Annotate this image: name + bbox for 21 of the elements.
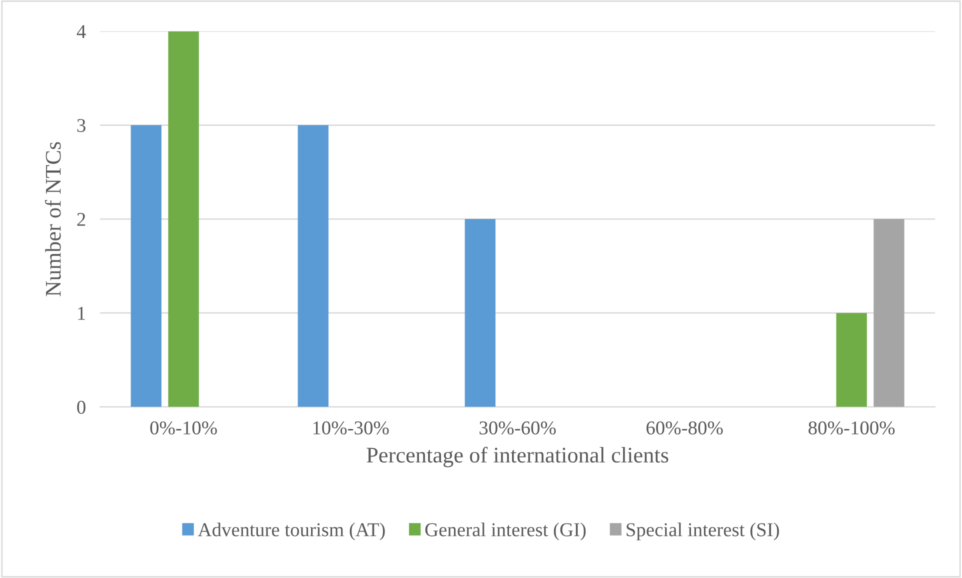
legend-label: General interest (GI) bbox=[425, 522, 586, 540]
y-axis-title: Number of NTCs bbox=[44, 142, 61, 296]
y-tick-label: 2 bbox=[77, 212, 86, 226]
y-tick-label: 1 bbox=[78, 306, 85, 320]
bar bbox=[168, 31, 199, 407]
bar bbox=[464, 219, 496, 407]
x-tick-label: 80%-100% bbox=[808, 421, 895, 435]
bar bbox=[130, 125, 162, 407]
y-tick-label: 3 bbox=[77, 119, 86, 132]
y-tick-label: 0 bbox=[77, 400, 86, 414]
bar bbox=[874, 219, 904, 407]
bar bbox=[298, 125, 328, 407]
y-tick-label: 4 bbox=[76, 25, 86, 38]
x-tick-label: 60%-80% bbox=[646, 421, 723, 435]
bar bbox=[836, 312, 867, 407]
x-axis-title: Percentage of international clients bbox=[366, 446, 668, 468]
x-tick-label: 30%-60% bbox=[480, 421, 556, 435]
legend-label: Adventure tourism (AT) bbox=[198, 522, 385, 540]
x-tick-label: 0%-10% bbox=[150, 421, 217, 435]
x-tick-label: 10%-30% bbox=[313, 421, 389, 435]
legend-label: Special interest (SI) bbox=[626, 522, 779, 540]
